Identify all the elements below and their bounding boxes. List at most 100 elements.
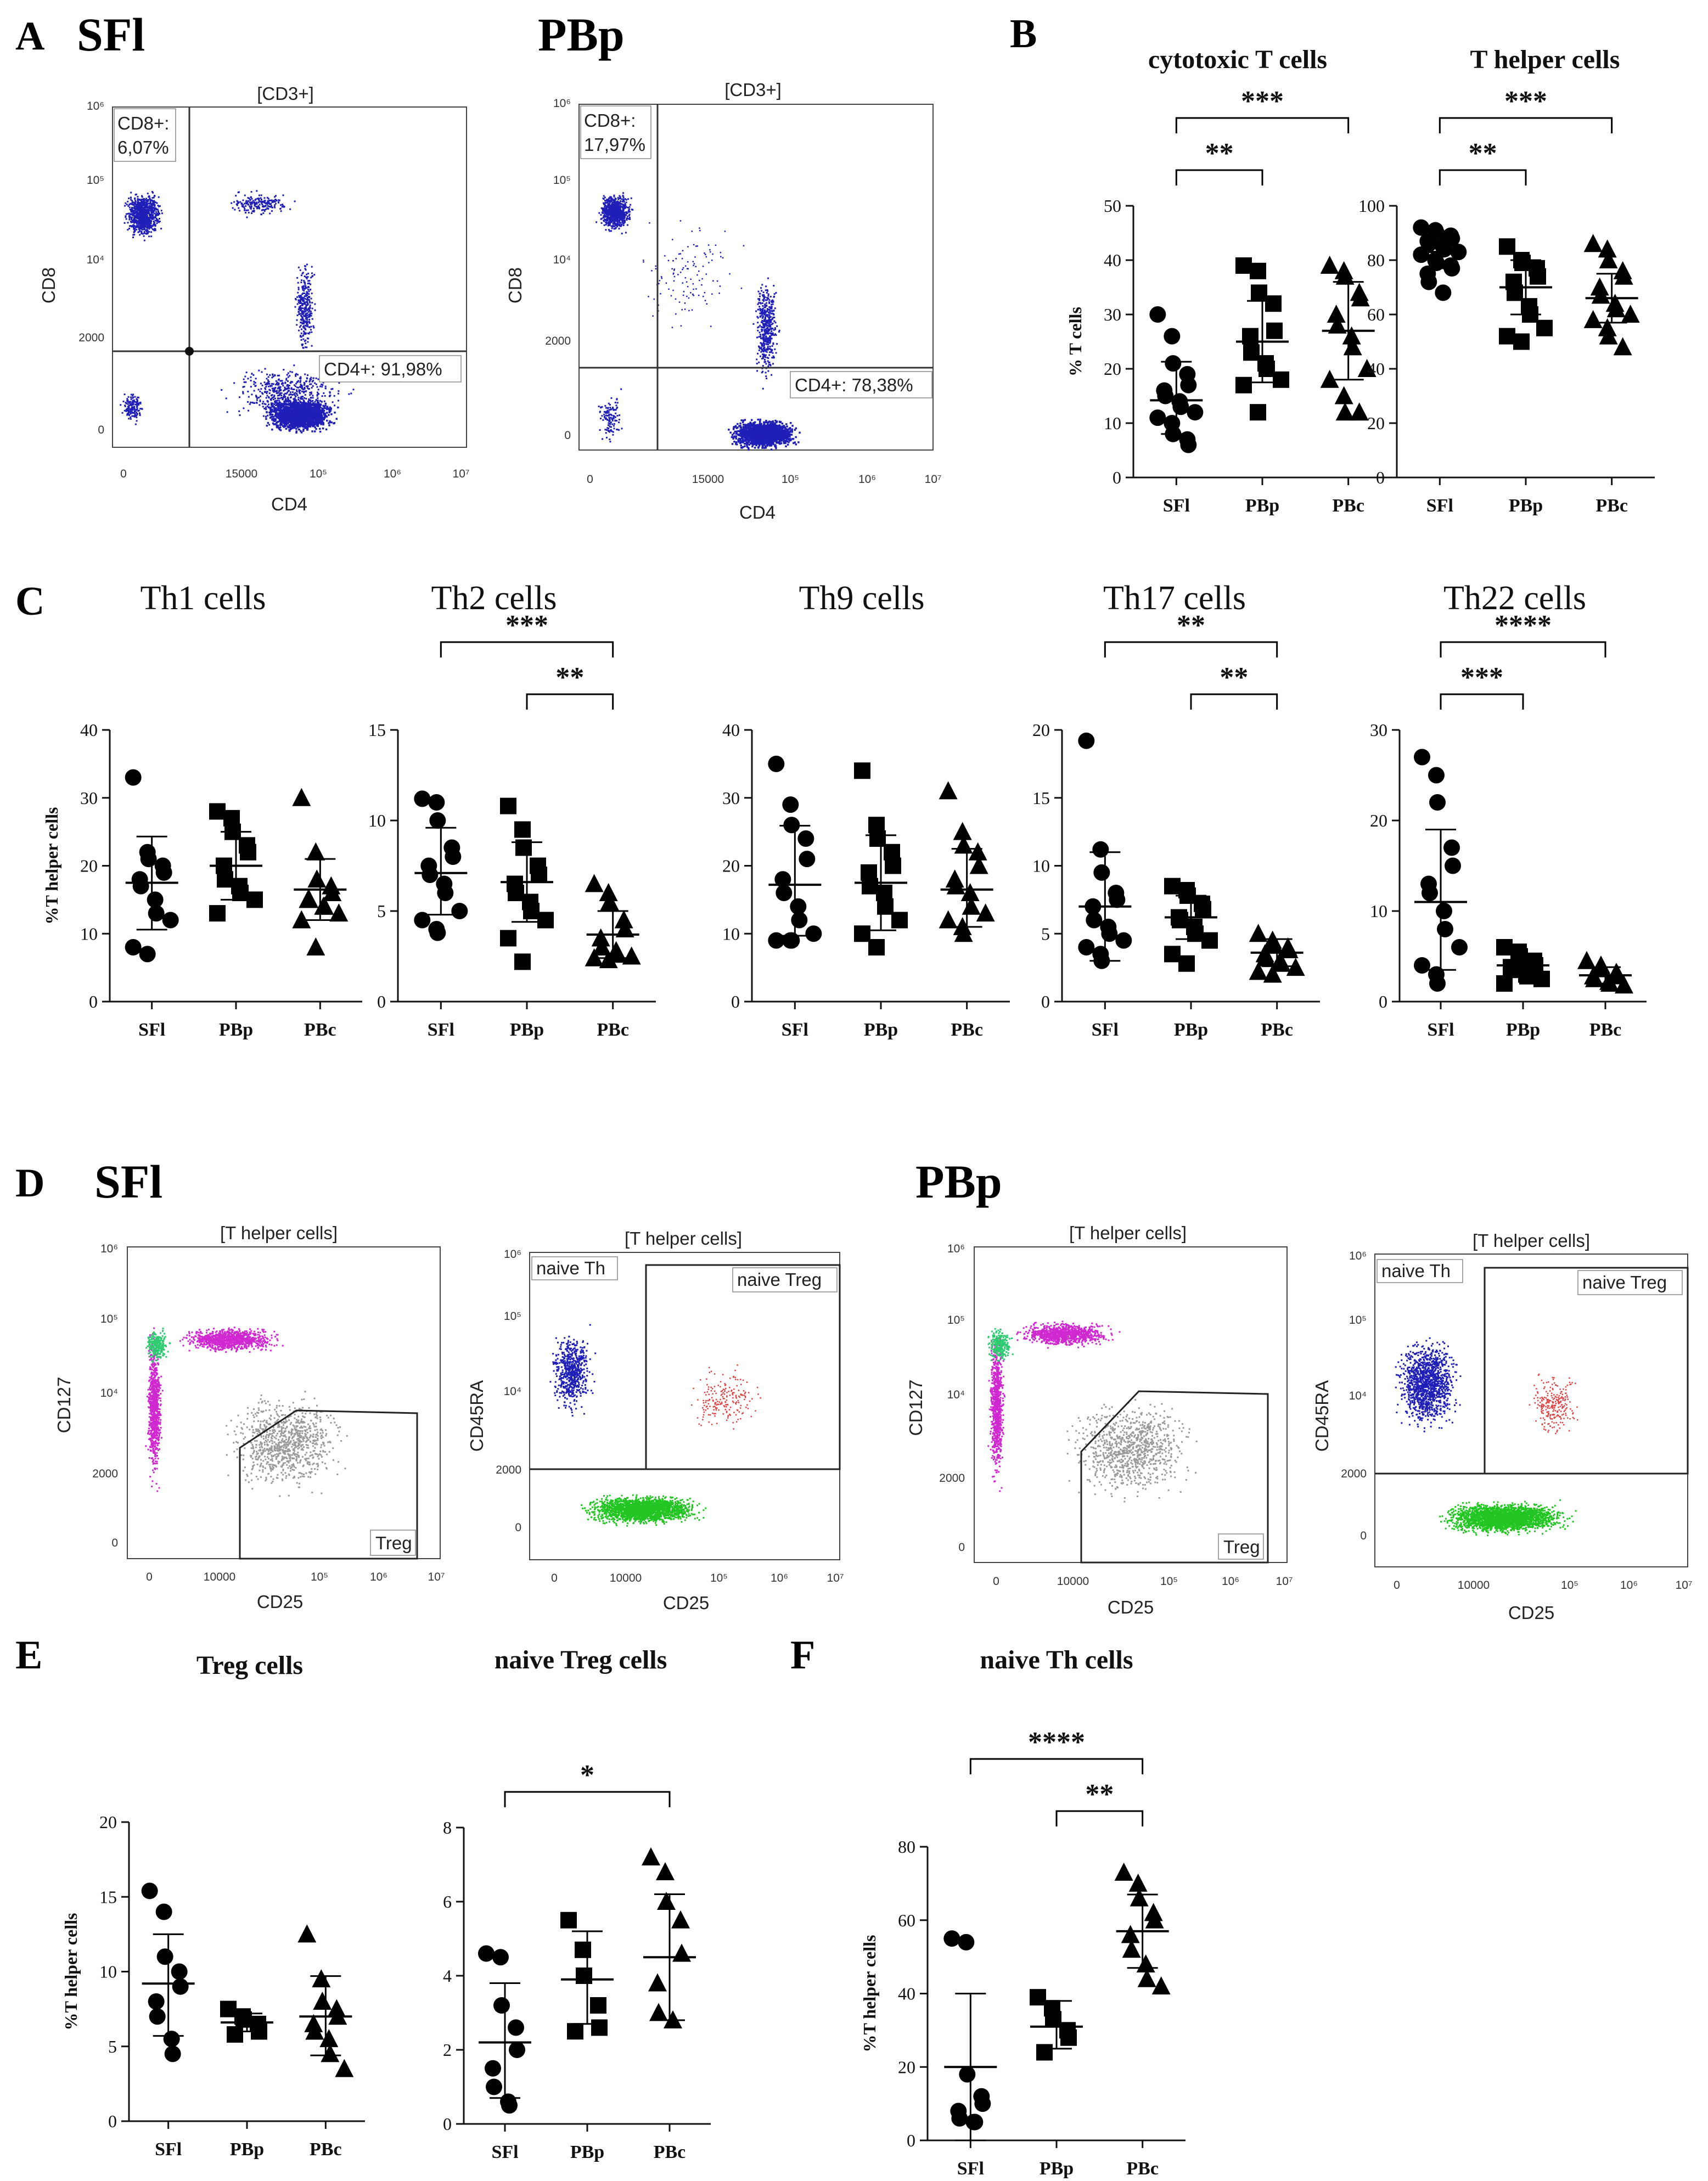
event-dot <box>279 380 281 382</box>
event-dot <box>622 208 624 210</box>
event-dot <box>302 429 305 431</box>
event-dot <box>283 412 285 414</box>
event-dot <box>277 421 279 423</box>
event-dot <box>283 194 284 196</box>
event-dot <box>259 204 261 205</box>
event-dot <box>631 198 632 199</box>
event-dot <box>237 204 238 206</box>
event-dot <box>309 314 311 316</box>
event-dot <box>248 410 249 412</box>
x-axis-label-cd4: CD4 <box>271 494 307 514</box>
event-dot <box>140 403 142 404</box>
event-dot <box>611 226 613 227</box>
event-dot <box>611 227 613 229</box>
event-dot <box>302 319 304 321</box>
event-dot <box>308 417 311 419</box>
event-dot <box>238 202 239 204</box>
event-dot <box>266 374 268 375</box>
event-dot <box>617 213 619 215</box>
event-dot <box>250 402 251 403</box>
event-dot <box>124 205 126 207</box>
event-dot <box>317 392 318 394</box>
event-dot <box>238 411 240 412</box>
event-dot <box>153 207 155 209</box>
event-dot <box>254 203 256 204</box>
event-dot <box>300 305 301 307</box>
event-dot <box>304 414 306 417</box>
event-dot <box>609 202 611 204</box>
event-dot <box>295 406 297 408</box>
event-dot <box>264 200 266 201</box>
event-dot <box>317 407 319 409</box>
event-dot <box>609 213 611 215</box>
event-dot <box>264 197 266 199</box>
event-dot <box>277 425 279 427</box>
event-dot <box>245 212 246 213</box>
event-dot <box>307 303 308 305</box>
event-dot <box>274 199 276 200</box>
event-dot <box>301 294 303 295</box>
event-dot <box>148 209 150 210</box>
event-dot <box>306 317 308 319</box>
event-dot <box>611 198 613 200</box>
event-dot <box>621 218 623 220</box>
event-dot <box>295 383 297 385</box>
event-dot <box>134 396 136 398</box>
event-dot <box>742 421 744 424</box>
event-dot <box>267 391 268 392</box>
event-dot <box>301 279 302 281</box>
event-dot <box>133 401 135 402</box>
event-dot <box>156 219 158 221</box>
event-dot <box>305 313 306 315</box>
event-dot <box>295 420 297 423</box>
event-dot <box>268 376 269 378</box>
event-dot <box>143 235 145 237</box>
event-dot <box>313 274 315 276</box>
event-dot <box>300 381 301 383</box>
event-dot <box>129 225 131 227</box>
event-dot <box>153 204 154 205</box>
event-dot <box>282 397 283 399</box>
event-dot <box>285 412 287 414</box>
event-dot <box>283 396 284 397</box>
event-dot <box>610 230 612 232</box>
event-dot <box>267 415 268 417</box>
event-dot <box>270 203 272 205</box>
event-dot <box>294 393 295 395</box>
event-dot <box>326 420 328 422</box>
event-dot <box>293 389 294 390</box>
event-dot <box>286 409 288 411</box>
event-dot <box>310 329 312 330</box>
event-dot <box>283 394 285 395</box>
event-dot <box>250 204 251 205</box>
event-dot <box>140 213 142 215</box>
event-dot <box>231 203 232 204</box>
event-dot <box>241 203 243 205</box>
event-dot <box>158 206 160 207</box>
event-dot <box>626 201 627 203</box>
event-dot <box>127 401 128 402</box>
event-dot <box>328 410 330 412</box>
event-dot <box>602 212 604 214</box>
event-dot <box>283 415 285 417</box>
event-dot <box>138 218 139 220</box>
event-dot <box>620 205 622 207</box>
event-dot <box>608 211 610 212</box>
event-dot <box>285 418 288 420</box>
event-dot <box>262 403 263 404</box>
event-dot <box>289 426 291 429</box>
event-dot <box>305 426 307 428</box>
event-dot <box>154 222 155 223</box>
event-dot <box>252 374 254 376</box>
event-dot <box>134 212 136 214</box>
event-dot <box>338 390 339 392</box>
event-dot <box>272 423 274 425</box>
event-dot <box>301 431 303 434</box>
event-dot <box>261 371 263 373</box>
event-dot <box>273 395 275 397</box>
event-dot <box>323 412 325 414</box>
event-dot <box>239 201 241 203</box>
event-dot <box>278 418 280 420</box>
event-dot <box>278 201 279 203</box>
event-dot <box>309 394 311 396</box>
